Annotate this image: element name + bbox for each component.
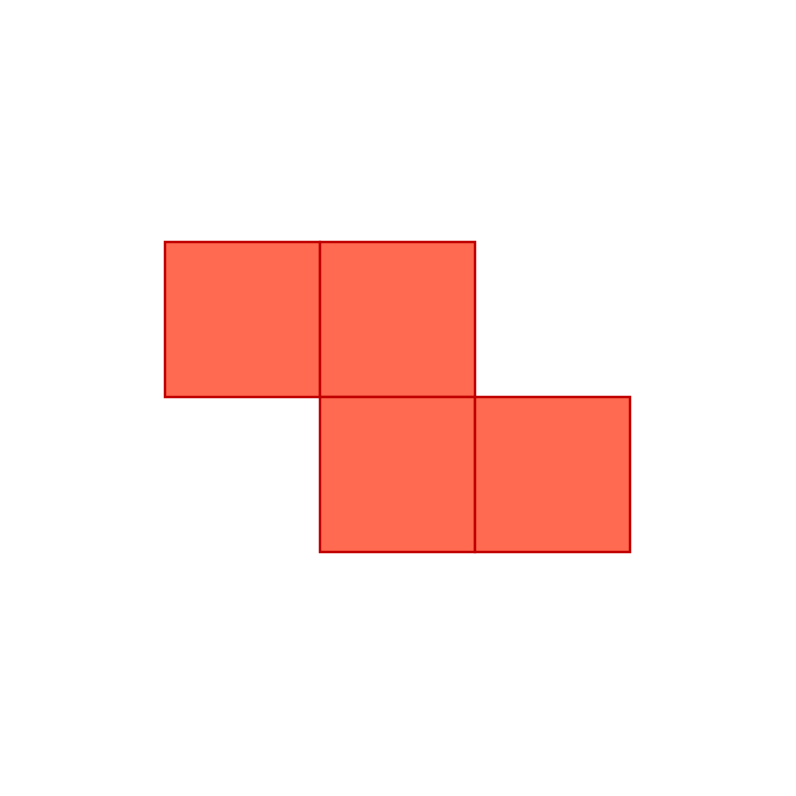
tetromino-cell-top-right — [318, 240, 477, 399]
tetromino-cell-top-left — [163, 240, 322, 399]
tetromino-cell-bottom-left — [318, 395, 477, 554]
tetromino-cell-bottom-right — [473, 395, 632, 554]
z-tetromino — [163, 240, 632, 554]
